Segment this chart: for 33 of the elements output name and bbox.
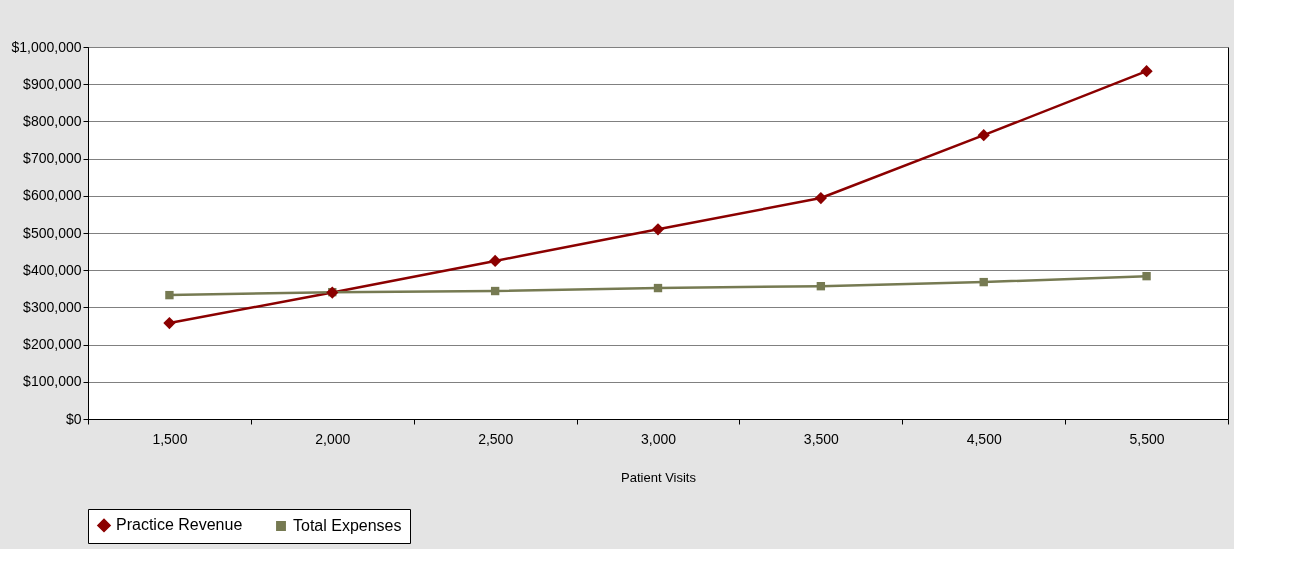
point xyxy=(1142,271,1151,281)
point xyxy=(979,277,988,287)
point xyxy=(814,191,827,205)
legend-label: Total Expenses xyxy=(293,517,402,534)
point xyxy=(977,129,990,142)
y-tick-label: $300,000 xyxy=(23,298,82,315)
y-tick-label: $0 xyxy=(65,410,82,427)
y-tick-label: $500,000 xyxy=(23,224,82,241)
y-tick-label: $1,000,000 xyxy=(11,38,82,55)
y-tick-label: $800,000 xyxy=(23,112,82,129)
x-tick-label: 3,500 xyxy=(803,430,840,447)
point xyxy=(163,316,176,330)
x-tick-label: 2,000 xyxy=(315,430,351,447)
point xyxy=(489,254,502,268)
legend-label: Practice Revenue xyxy=(116,516,243,534)
y-tick-label: $900,000 xyxy=(23,75,82,92)
point xyxy=(653,283,663,293)
x-axis-title: Patient Visits xyxy=(621,469,697,485)
y-tick-label: $100,000 xyxy=(23,373,82,390)
x-tick-label: 5,500 xyxy=(1129,430,1165,447)
y-tick-label: $600,000 xyxy=(23,187,82,204)
x-tick-label: 2,500 xyxy=(478,430,514,447)
point xyxy=(651,223,665,236)
point xyxy=(816,282,826,291)
y-tick-label: $400,000 xyxy=(23,261,82,278)
x-tick-label: 4,500 xyxy=(966,430,1002,447)
point xyxy=(1140,65,1153,78)
y-tick-label: $700,000 xyxy=(23,150,82,167)
x-tick-label: 1,500 xyxy=(152,430,188,447)
y-tick-label: $200,000 xyxy=(23,336,82,353)
x-tick-label: 3,000 xyxy=(640,430,677,447)
point xyxy=(165,290,174,300)
point xyxy=(490,286,500,296)
